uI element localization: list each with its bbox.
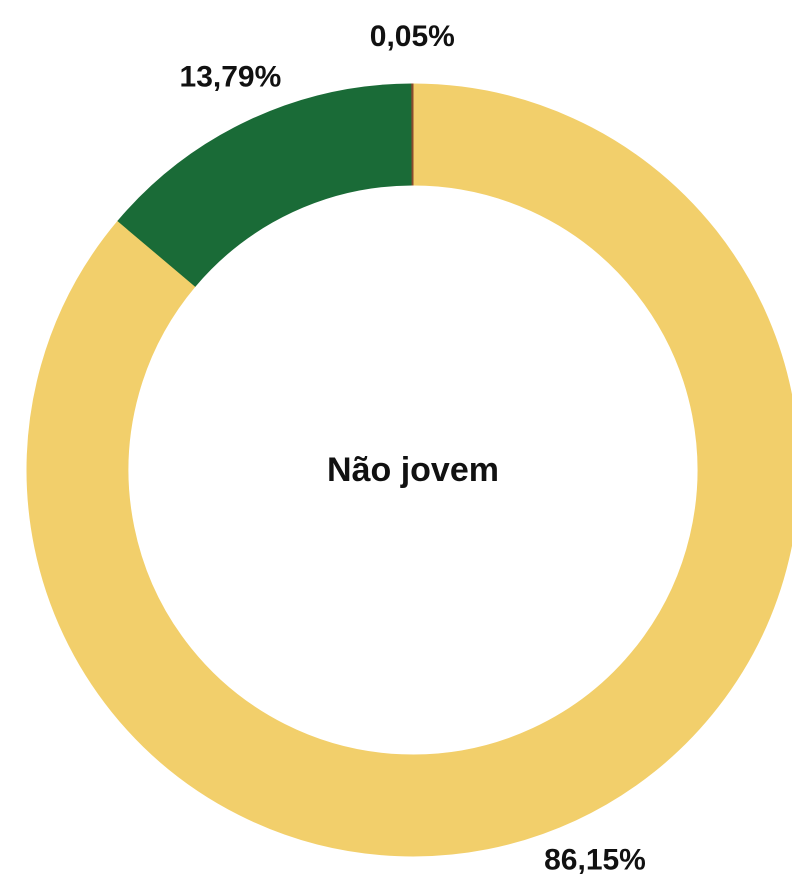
- donut-slice: [26, 83, 792, 857]
- slice-label: 13,79%: [180, 60, 282, 93]
- slice-label: 86,15%: [544, 844, 646, 877]
- slices: [26, 83, 792, 857]
- donut-slice: [117, 83, 413, 287]
- slice-label: 0,05%: [370, 20, 455, 53]
- center-label: Não jovem: [327, 451, 499, 489]
- donut-slice: [411, 83, 414, 186]
